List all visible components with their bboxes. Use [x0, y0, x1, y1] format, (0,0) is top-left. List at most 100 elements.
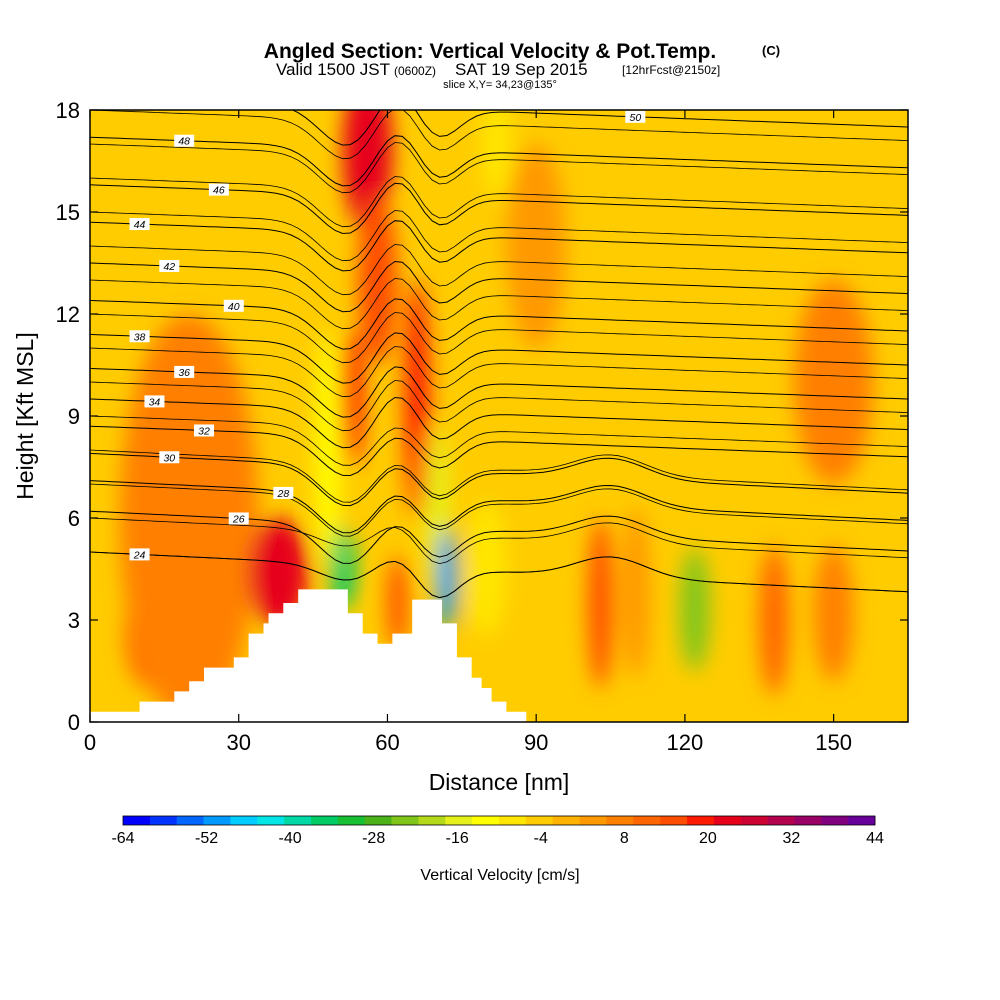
colorbar-swatch-21 — [687, 816, 715, 825]
x-tick-label-0: 0 — [84, 730, 96, 755]
theta-contour-34 — [90, 396, 908, 449]
colorbar-swatch-13 — [472, 816, 500, 825]
svg-text:44: 44 — [134, 219, 146, 231]
colorbar-ticks: -64 -52 -40 -28 -16 -4 8 20 32 44 — [111, 830, 884, 847]
colorbar-tick--28: -28 — [362, 830, 385, 847]
colorbar-swatch-27 — [848, 816, 876, 825]
svg-text:30: 30 — [163, 452, 175, 464]
theta-contour-minor-0 — [90, 551, 908, 599]
theta-contour-30 — [90, 452, 908, 507]
theta-label-48: 48 — [174, 134, 195, 148]
velocity-cell-12 — [466, 501, 507, 637]
theta-contour-28 — [90, 480, 908, 534]
colorbar-swatch-24 — [767, 816, 795, 825]
chart-slice-info: slice X,Y= 34,23@135° — [443, 79, 557, 91]
colorbar-swatch-5 — [257, 816, 285, 825]
theta-contour-36 — [90, 366, 908, 418]
theta-contour-minor-7 — [90, 312, 908, 364]
theta-contour-minor-5 — [90, 380, 908, 432]
theta-label-32: 32 — [194, 424, 215, 437]
colorbar-swatch-20 — [660, 816, 688, 825]
colorbar-swatch-2 — [176, 816, 204, 825]
velocity-cell-13 — [481, 110, 512, 199]
velocity-cell-17 — [679, 548, 710, 671]
y-tick-label-9: 9 — [68, 404, 80, 429]
svg-text:46: 46 — [213, 185, 225, 197]
theta-contour-minor-3 — [90, 449, 908, 503]
svg-text:48: 48 — [178, 136, 190, 148]
colorbar-swatch-16 — [552, 816, 580, 825]
y-tick-label-15: 15 — [56, 200, 80, 225]
theta-contour-minor-8 — [90, 278, 908, 330]
y-tick-label-12: 12 — [56, 302, 80, 327]
theta-label-50: 50 — [625, 110, 646, 124]
x-tick-label-120: 120 — [667, 730, 704, 755]
velocity-cell-19 — [813, 545, 854, 682]
colorbar-swatch-18 — [606, 816, 634, 825]
svg-text:28: 28 — [277, 488, 290, 500]
y-axis-ticks: 0 36 9 12 15 18 — [56, 98, 908, 735]
theta-label-40: 40 — [223, 299, 244, 313]
theta-contour-minor-9 — [90, 244, 908, 296]
colorbar-swatch-26 — [821, 816, 849, 825]
colorbar-swatch-0 — [123, 816, 151, 825]
svg-text:36: 36 — [178, 367, 190, 379]
colorbar-tick--64: -64 — [111, 830, 134, 847]
theta-contour-minor-2 — [90, 483, 908, 537]
theta-contour-50 — [291, 110, 908, 146]
theta-contour-labels: 24 26 28 30 32 34 36 38 40 42 44 46 48 50 — [129, 110, 646, 561]
colorbar-swatch-4 — [230, 816, 258, 825]
theta-label-38: 38 — [129, 330, 150, 343]
theta-contour-minor-1 — [90, 517, 908, 565]
theta-label-30: 30 — [159, 451, 180, 464]
svg-text:42: 42 — [163, 261, 175, 273]
colorbar-swatch-22 — [713, 816, 742, 825]
colorbar-tick--16: -16 — [446, 830, 469, 847]
theta-contour-38 — [90, 332, 908, 384]
colorbar-swatch-19 — [633, 816, 661, 825]
colorbar-swatch-12 — [445, 816, 473, 825]
theta-contour-minor-4 — [90, 415, 908, 466]
theta-contour-26 — [90, 510, 908, 564]
x-tick-label-90: 90 — [524, 730, 548, 755]
velocity-cell-9 — [387, 555, 408, 651]
colorbar-swatch-8 — [337, 816, 366, 825]
svg-text:50: 50 — [629, 112, 641, 124]
theta-contour-32 — [90, 425, 908, 477]
colorbar-swatch-17 — [579, 816, 607, 825]
velocity-cell-1 — [119, 314, 259, 722]
x-axis-ticks: 0 30 60 90 120 150 — [84, 110, 852, 755]
valid-date: SAT 19 Sep 2015 — [455, 60, 588, 79]
theta-contour-minor-12 — [90, 142, 908, 194]
velocity-cell-15 — [588, 518, 614, 688]
y-tick-label-0: 0 — [68, 710, 80, 735]
theta-contour-44 — [90, 220, 908, 272]
theta-label-26: 26 — [228, 512, 249, 525]
y-tick-label-18: 18 — [56, 98, 80, 123]
theta-label-46: 46 — [208, 183, 229, 197]
colorbar-swatch-7 — [311, 816, 339, 825]
x-tick-label-150: 150 — [815, 730, 852, 755]
theta-contour-42 — [90, 260, 908, 313]
chart-valid-line: Valid 1500 JST (0600Z) SAT 19 Sep 2015 [… — [276, 60, 720, 79]
velocity-cell-6 — [315, 331, 341, 569]
svg-text:26: 26 — [232, 513, 245, 525]
svg-text:40: 40 — [228, 301, 240, 313]
colorbar — [122, 815, 876, 826]
velocity-cell-2 — [248, 518, 309, 627]
colorbar-swatch-6 — [284, 816, 312, 825]
colorbar-swatch-10 — [391, 816, 419, 825]
theta-label-36: 36 — [174, 365, 195, 379]
theta-contour-minor-11 — [90, 176, 908, 228]
colorbar-frame — [122, 815, 876, 826]
colorbar-tick-20: 20 — [699, 830, 717, 847]
valid-utc: (0600Z) — [394, 64, 436, 78]
colorbar-swatch-14 — [499, 816, 527, 825]
theta-label-24: 24 — [129, 548, 150, 561]
velocity-cell-5 — [341, 331, 364, 467]
chart-title: Angled Section: Vertical Velocity & Pot.… — [264, 40, 716, 63]
chart-title-tag: (C) — [762, 43, 780, 58]
colorbar-tick-32: 32 — [783, 830, 801, 847]
velocity-cell-20 — [793, 280, 874, 484]
